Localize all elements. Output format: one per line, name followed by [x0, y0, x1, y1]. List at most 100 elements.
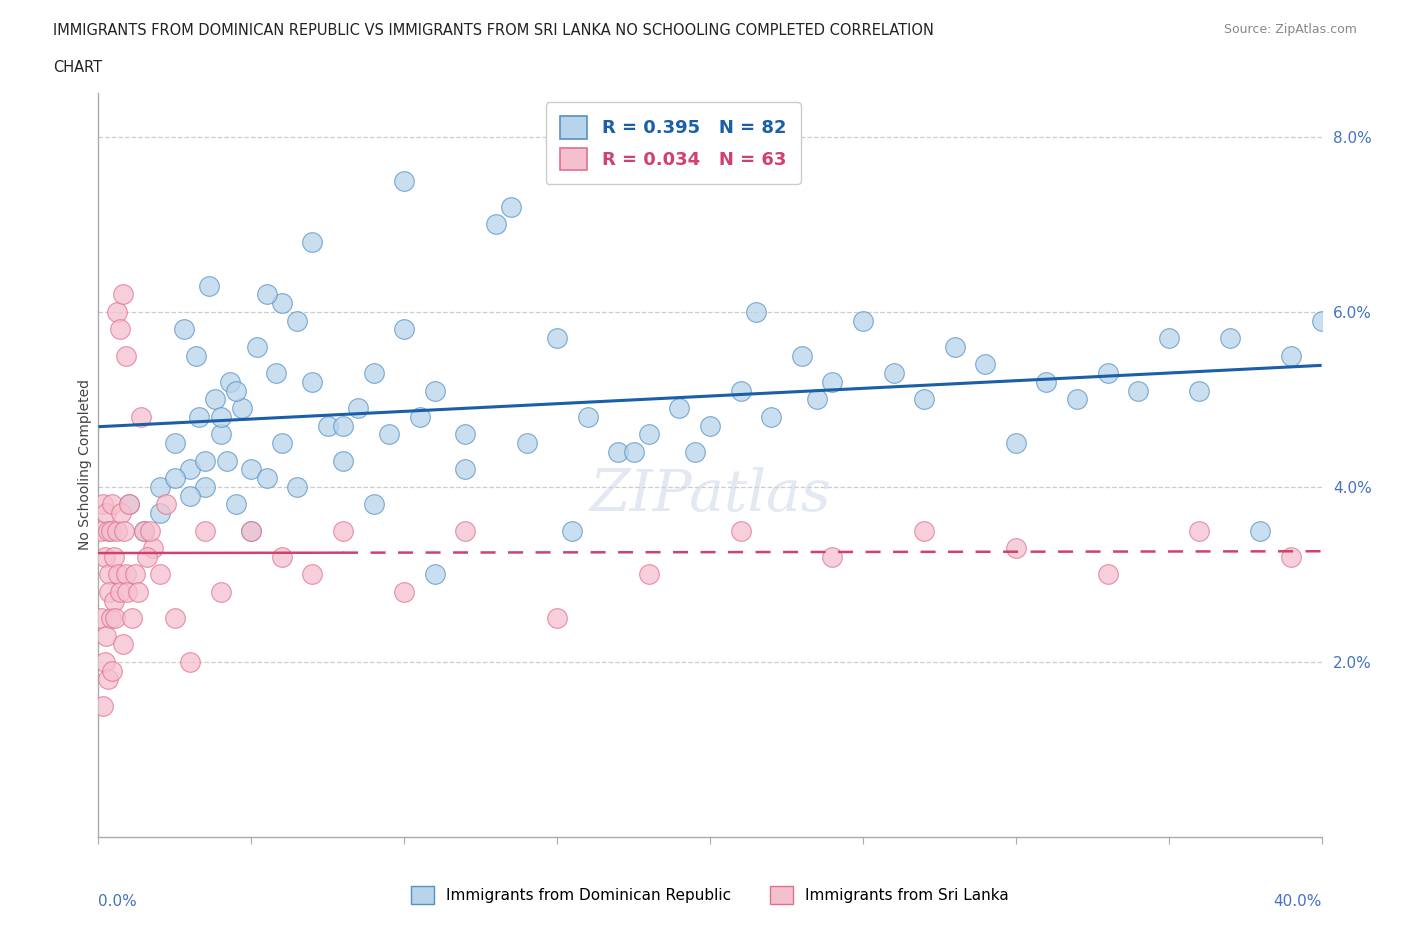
- Point: [285, 480, 308, 495]
- Point: [173, 322, 195, 337]
- Text: 0.0%: 0.0%: [98, 894, 138, 909]
- Point: [264, 365, 287, 380]
- Point: [91, 698, 114, 713]
- Point: [225, 383, 247, 398]
- Point: [1066, 392, 1088, 406]
- Point: [332, 524, 354, 538]
- Point: [1128, 383, 1150, 398]
- Point: [90, 524, 112, 538]
- Point: [163, 471, 186, 485]
- Point: [110, 506, 132, 521]
- Point: [485, 217, 508, 232]
- Point: [1097, 567, 1119, 582]
- Y-axis label: No Schooling Completed: No Schooling Completed: [77, 379, 91, 551]
- Point: [155, 497, 177, 512]
- Point: [101, 497, 124, 512]
- Point: [194, 480, 217, 495]
- Point: [1097, 365, 1119, 380]
- Point: [912, 524, 935, 538]
- Point: [912, 392, 935, 406]
- Point: [454, 462, 477, 477]
- Point: [607, 445, 630, 459]
- Point: [546, 331, 568, 346]
- Point: [231, 401, 253, 416]
- Point: [1279, 550, 1302, 565]
- Legend: R = 0.395   N = 82, R = 0.034   N = 63: R = 0.395 N = 82, R = 0.034 N = 63: [546, 102, 801, 184]
- Point: [270, 435, 294, 450]
- Point: [121, 611, 143, 626]
- Point: [392, 173, 416, 188]
- Point: [637, 567, 661, 582]
- Point: [516, 435, 538, 450]
- Point: [699, 418, 721, 433]
- Point: [408, 409, 430, 424]
- Point: [392, 584, 416, 599]
- Text: IMMIGRANTS FROM DOMINICAN REPUBLIC VS IMMIGRANTS FROM SRI LANKA NO SCHOOLING COM: IMMIGRANTS FROM DOMINICAN REPUBLIC VS IM…: [53, 23, 935, 38]
- Point: [188, 409, 211, 424]
- Point: [179, 462, 201, 477]
- Point: [100, 611, 122, 626]
- Point: [101, 663, 124, 678]
- Point: [142, 540, 165, 555]
- Point: [240, 524, 263, 538]
- Point: [1004, 435, 1026, 450]
- Point: [1004, 540, 1026, 555]
- Point: [111, 286, 134, 301]
- Point: [112, 524, 135, 538]
- Point: [108, 584, 131, 599]
- Point: [256, 286, 278, 301]
- Point: [943, 339, 966, 354]
- Point: [215, 453, 238, 468]
- Point: [98, 567, 121, 582]
- Point: [97, 672, 120, 687]
- Point: [219, 375, 242, 390]
- Point: [118, 497, 141, 512]
- Point: [1310, 313, 1333, 328]
- Point: [163, 611, 186, 626]
- Point: [301, 234, 323, 249]
- Point: [105, 524, 128, 538]
- Point: [852, 313, 875, 328]
- Point: [1188, 524, 1211, 538]
- Point: [423, 383, 446, 398]
- Point: [668, 401, 690, 416]
- Point: [423, 567, 446, 582]
- Point: [392, 322, 416, 337]
- Point: [127, 584, 149, 599]
- Point: [576, 409, 599, 424]
- Point: [91, 497, 114, 512]
- Point: [1035, 375, 1057, 390]
- Point: [94, 506, 117, 521]
- Point: [194, 453, 217, 468]
- Point: [98, 584, 121, 599]
- Point: [730, 524, 752, 538]
- Point: [1157, 331, 1180, 346]
- Point: [240, 462, 263, 477]
- Point: [790, 348, 813, 363]
- Point: [1250, 524, 1272, 538]
- Point: [270, 296, 294, 311]
- Point: [90, 611, 112, 626]
- Point: [623, 445, 645, 459]
- Point: [1372, 524, 1395, 538]
- Point: [134, 524, 156, 538]
- Point: [745, 304, 768, 319]
- Point: [1188, 383, 1211, 398]
- Point: [139, 524, 162, 538]
- Text: CHART: CHART: [53, 60, 103, 75]
- Point: [332, 418, 354, 433]
- Point: [246, 339, 269, 354]
- Point: [240, 524, 263, 538]
- Point: [124, 567, 146, 582]
- Point: [186, 348, 208, 363]
- Point: [821, 550, 844, 565]
- Point: [1279, 348, 1302, 363]
- Point: [104, 611, 127, 626]
- Point: [103, 550, 125, 565]
- Point: [256, 471, 278, 485]
- Point: [363, 365, 385, 380]
- Point: [316, 418, 339, 433]
- Point: [111, 637, 134, 652]
- Point: [454, 427, 477, 442]
- Point: [129, 409, 152, 424]
